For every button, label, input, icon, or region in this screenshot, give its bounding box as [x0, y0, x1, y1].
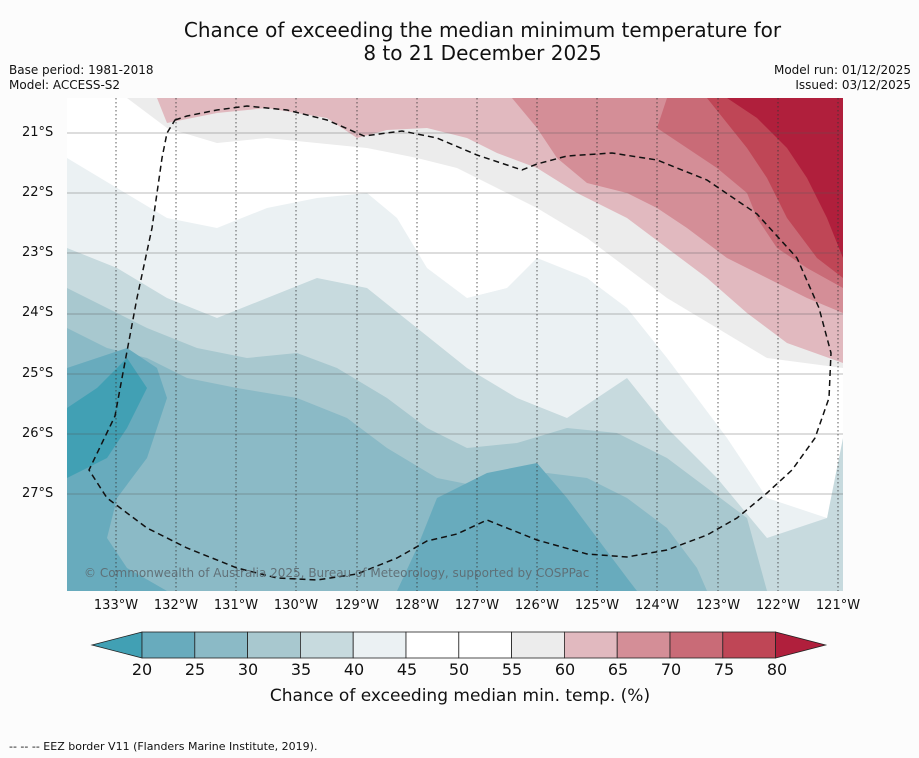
lon-label-127w: 127°W: [454, 598, 500, 613]
colorbar-segment: [669, 631, 724, 659]
lon-label-132w: 132°W: [153, 598, 199, 613]
lat-label-21s: 21°S: [22, 125, 54, 140]
zone-below-20: [67, 358, 147, 478]
colorbar-tick-40: 40: [343, 660, 365, 679]
lon-label-122w: 122°W: [755, 598, 801, 613]
lon-label-128w: 128°W: [394, 598, 440, 613]
lon-label-121w: 121°W: [815, 598, 861, 613]
copyright-watermark: © Commonwealth of Australia 2025, Bureau…: [84, 566, 590, 580]
colorbar-segment: [299, 631, 354, 659]
lon-label-125w: 125°W: [574, 598, 620, 613]
lat-label-25s: 25°S: [22, 366, 54, 381]
colorbar: [90, 631, 828, 659]
lon-label-124w: 124°W: [634, 598, 680, 613]
colorbar-tick-50: 50: [448, 660, 470, 679]
colorbar-segment: [352, 631, 407, 659]
colorbar-tick-65: 65: [607, 660, 629, 679]
lat-label-23s: 23°S: [22, 245, 54, 260]
eez-footnote: -- -- -- EEZ border V11 (Flanders Marine…: [9, 740, 318, 753]
lon-label-131w: 131°W: [213, 598, 259, 613]
colorbar-segment: [563, 631, 618, 659]
colorbar-segment: [247, 631, 301, 659]
zone-above-80: [727, 98, 843, 258]
lon-label-129w: 129°W: [334, 598, 380, 613]
colorbar-tick-30: 30: [237, 660, 259, 679]
latitude-gridlines: [67, 132, 843, 495]
lat-label-27s: 27°S: [22, 486, 54, 501]
colorbar-tick-80: 80: [766, 660, 788, 679]
colorbar-segment: [458, 631, 512, 659]
colorbar-segment: [194, 631, 249, 659]
colorbar-title: Chance of exceeding median min. temp. (%…: [269, 686, 651, 706]
lon-label-133w: 133°W: [93, 598, 139, 613]
colorbar-extend-low: [90, 631, 143, 659]
map-title-line2: 8 to 21 December 2025: [363, 41, 602, 65]
lon-label-123w: 123°W: [695, 598, 741, 613]
colorbar-tick-60: 60: [554, 660, 576, 679]
colorbar-tick-70: 70: [660, 660, 682, 679]
issued-text: Issued: 03/12/2025: [795, 78, 911, 92]
lon-label-130w: 130°W: [273, 598, 319, 613]
lat-label-26s: 26°S: [22, 426, 54, 441]
lat-label-22s: 22°S: [22, 185, 54, 200]
colorbar-segment: [722, 631, 776, 659]
colorbar-segment: [511, 631, 565, 659]
colorbar-segment: [141, 631, 196, 659]
probability-map: [67, 98, 843, 591]
eez-border: [88, 105, 832, 581]
colorbar-tick-20: 20: [131, 660, 153, 679]
colorbar-tick-45: 45: [396, 660, 418, 679]
colorbar-segment: [616, 631, 671, 659]
colorbar-tick-35: 35: [290, 660, 312, 679]
colorbar-tick-55: 55: [501, 660, 523, 679]
base-period-text: Base period: 1981-2018: [9, 63, 154, 77]
zone-20-25-south: [397, 463, 637, 591]
lon-label-126w: 126°W: [514, 598, 560, 613]
colorbar-extend-high: [775, 631, 828, 659]
colorbar-tick-25: 25: [184, 660, 206, 679]
map-title-line1: Chance of exceeding the median minimum t…: [183, 18, 782, 42]
model-run-text: Model run: 01/12/2025: [773, 63, 911, 77]
colorbar-tick-75: 75: [713, 660, 735, 679]
colorbar-segment: [405, 631, 460, 659]
model-text: Model: ACCESS-S2: [9, 78, 121, 92]
lat-label-24s: 24°S: [22, 305, 54, 320]
